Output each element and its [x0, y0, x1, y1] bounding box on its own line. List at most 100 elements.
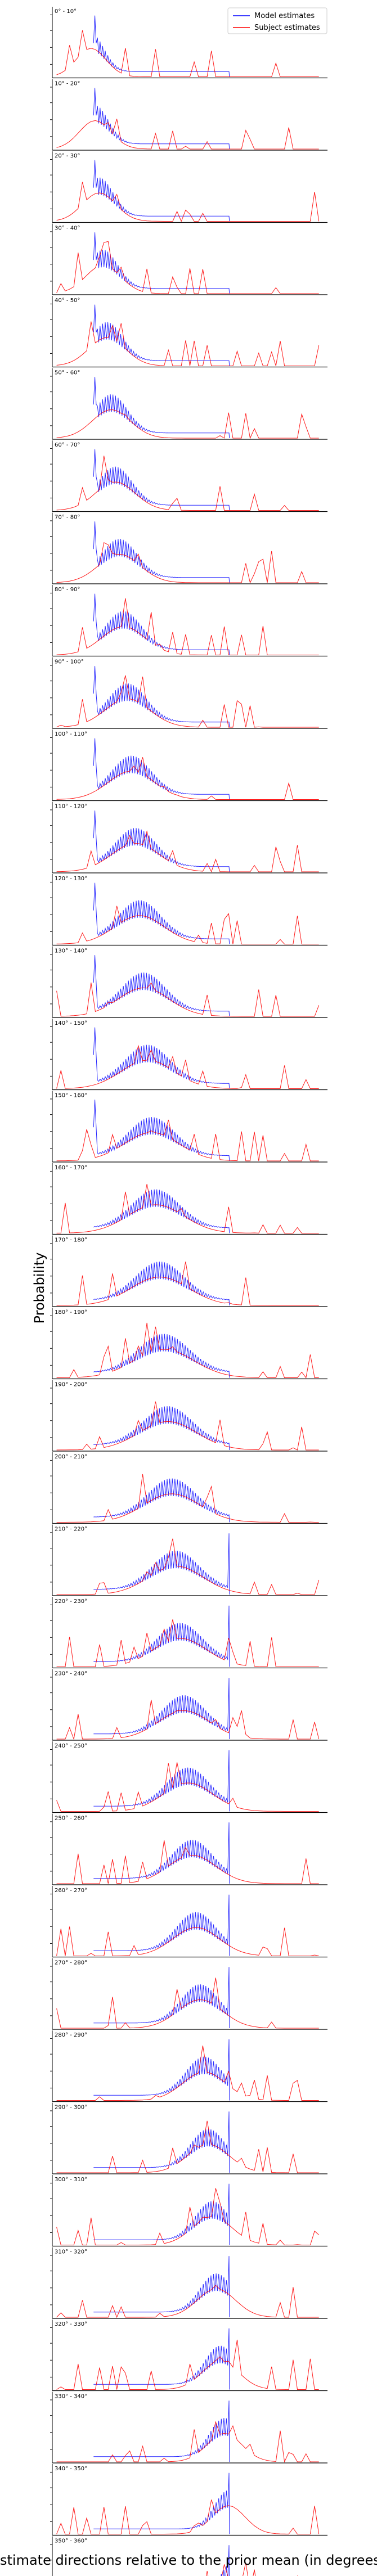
subject-estimate-line [56, 598, 319, 656]
subject-estimate-line [56, 1474, 319, 1523]
panel-label: 20° - 30° [55, 153, 80, 159]
panel: 230° - 240° [50, 1669, 327, 1741]
panel: 120° - 130° [50, 874, 327, 946]
model-estimate-line [93, 1678, 230, 1740]
panel: 260° - 270° [50, 1886, 327, 1958]
panel-label: 40° - 50° [55, 298, 80, 304]
model-estimate-line [93, 2328, 230, 2390]
subject-estimate-line [56, 30, 319, 77]
model-estimate-line [93, 1750, 230, 1812]
model-estimate-line [93, 449, 230, 511]
panel-label: 10° - 20° [55, 81, 80, 87]
panel: 200° - 210° [50, 1452, 327, 1524]
subject-estimate-line [56, 542, 319, 584]
panel: 130° - 140° [50, 946, 327, 1018]
panel-label: 70° - 80° [55, 515, 80, 521]
subject-estimate-line [56, 321, 320, 366]
model-estimate-line [93, 1189, 230, 1233]
subject-estimate-line [56, 2285, 319, 2318]
legend-subject-label: Subject estimates [254, 24, 320, 32]
subject-estimate-line [56, 1044, 319, 1089]
panel: 210° - 220° [50, 1524, 327, 1596]
model-estimate-line [93, 377, 230, 439]
panel: 190° - 200° [50, 1380, 327, 1452]
panel: 300° - 310° [50, 2175, 327, 2247]
legend: Model estimates Subject estimates [227, 7, 327, 34]
subject-estimate-line [56, 1401, 319, 1451]
panel: 60° - 70° [50, 440, 327, 512]
model-estimate-line [93, 1478, 230, 1523]
subject-estimate-line [56, 1262, 319, 1306]
model-estimate-line [93, 2473, 230, 2534]
panel: 320° - 330° [50, 2320, 327, 2392]
subject-estimate-line [56, 1322, 319, 1379]
subject-estimate-line [56, 1926, 319, 1956]
subject-estimate-line [56, 1840, 319, 1884]
model-estimate-line [93, 1822, 230, 1884]
panel-label: 280° - 290° [55, 2032, 87, 2038]
panel-label: 110° - 120° [55, 804, 87, 810]
panel-label: 100° - 110° [55, 731, 87, 737]
panel-label: 250° - 260° [55, 1816, 87, 1822]
panel-label: 170° - 180° [55, 1237, 87, 1244]
model-estimate-line [93, 1967, 230, 2029]
model-estimate-line [93, 232, 230, 294]
panel-label: 30° - 40° [55, 226, 80, 232]
model-estimate-line [93, 882, 230, 944]
panel-label: 180° - 190° [55, 1309, 87, 1316]
subject-estimate-line [56, 119, 319, 150]
legend-frame [227, 7, 327, 34]
subject-estimate-line [56, 906, 319, 944]
subject-estimate-line [56, 2339, 319, 2390]
subject-estimate-line [56, 1119, 319, 1161]
subject-estimate-line [56, 2045, 319, 2101]
panel: 0° - 10° [50, 7, 327, 79]
subject-estimate-line [56, 456, 319, 511]
subject-estimate-line [56, 1762, 319, 1812]
panel: 350° - 360° [50, 2536, 298, 2576]
model-estimate-line [93, 2039, 230, 2101]
model-estimate-line [93, 1894, 230, 1956]
panel: 220° - 230° [50, 1597, 327, 1669]
model-estimate-line [93, 810, 230, 872]
subject-estimate-line [56, 2188, 320, 2245]
panel-label: 190° - 200° [55, 1382, 87, 1388]
panel: 270° - 280° [50, 1958, 327, 2030]
panel: 10° - 20° [50, 79, 327, 151]
panel-label: 130° - 140° [55, 948, 87, 954]
subject-estimate-line [56, 2500, 320, 2534]
model-estimate-line [93, 88, 230, 150]
model-estimate-line [93, 1027, 230, 1089]
panel-label: 320° - 330° [55, 2321, 87, 2327]
panel: 80° - 90° [50, 585, 327, 657]
model-estimate-line [93, 2111, 230, 2173]
subject-estimate-line [56, 982, 320, 1017]
panel-label: 200° - 210° [55, 1454, 87, 1460]
panel: 340° - 350° [50, 2464, 327, 2536]
model-estimate-line [93, 1605, 230, 1667]
panel: 140° - 150° [50, 1019, 327, 1091]
panel-label: 90° - 100° [55, 659, 84, 665]
panel: 90° - 100° [50, 657, 327, 729]
model-estimate-line [93, 1100, 230, 1161]
subject-estimate-line [56, 2120, 319, 2173]
subject-estimate-line [56, 182, 320, 222]
panel-label: 240° - 250° [55, 1743, 87, 1749]
panels: 0° - 10° 10° - 20° 20° - 30° 30° - 40° 40° -… [50, 7, 327, 2576]
y-axis-label: Probability [32, 1253, 47, 1324]
subject-estimate-line [56, 830, 319, 872]
panel-label: 350° - 360° [55, 2538, 87, 2545]
model-estimate-line [93, 2183, 230, 2245]
model-estimate-line [93, 666, 230, 728]
panel: 330° - 340° [50, 2392, 327, 2464]
subject-estimate-line [56, 757, 319, 800]
panel: 40° - 50° [50, 296, 327, 368]
panel: 30° - 40° [50, 223, 327, 295]
panel-label: 210° - 220° [55, 1526, 87, 1533]
subject-estimate-line [56, 1184, 319, 1233]
model-estimate-line [93, 2401, 230, 2462]
x-axis-label: Estimate directions relative to the prio… [0, 2552, 377, 2568]
model-estimate-line [93, 1533, 230, 1595]
subject-estimate-line [56, 675, 319, 728]
